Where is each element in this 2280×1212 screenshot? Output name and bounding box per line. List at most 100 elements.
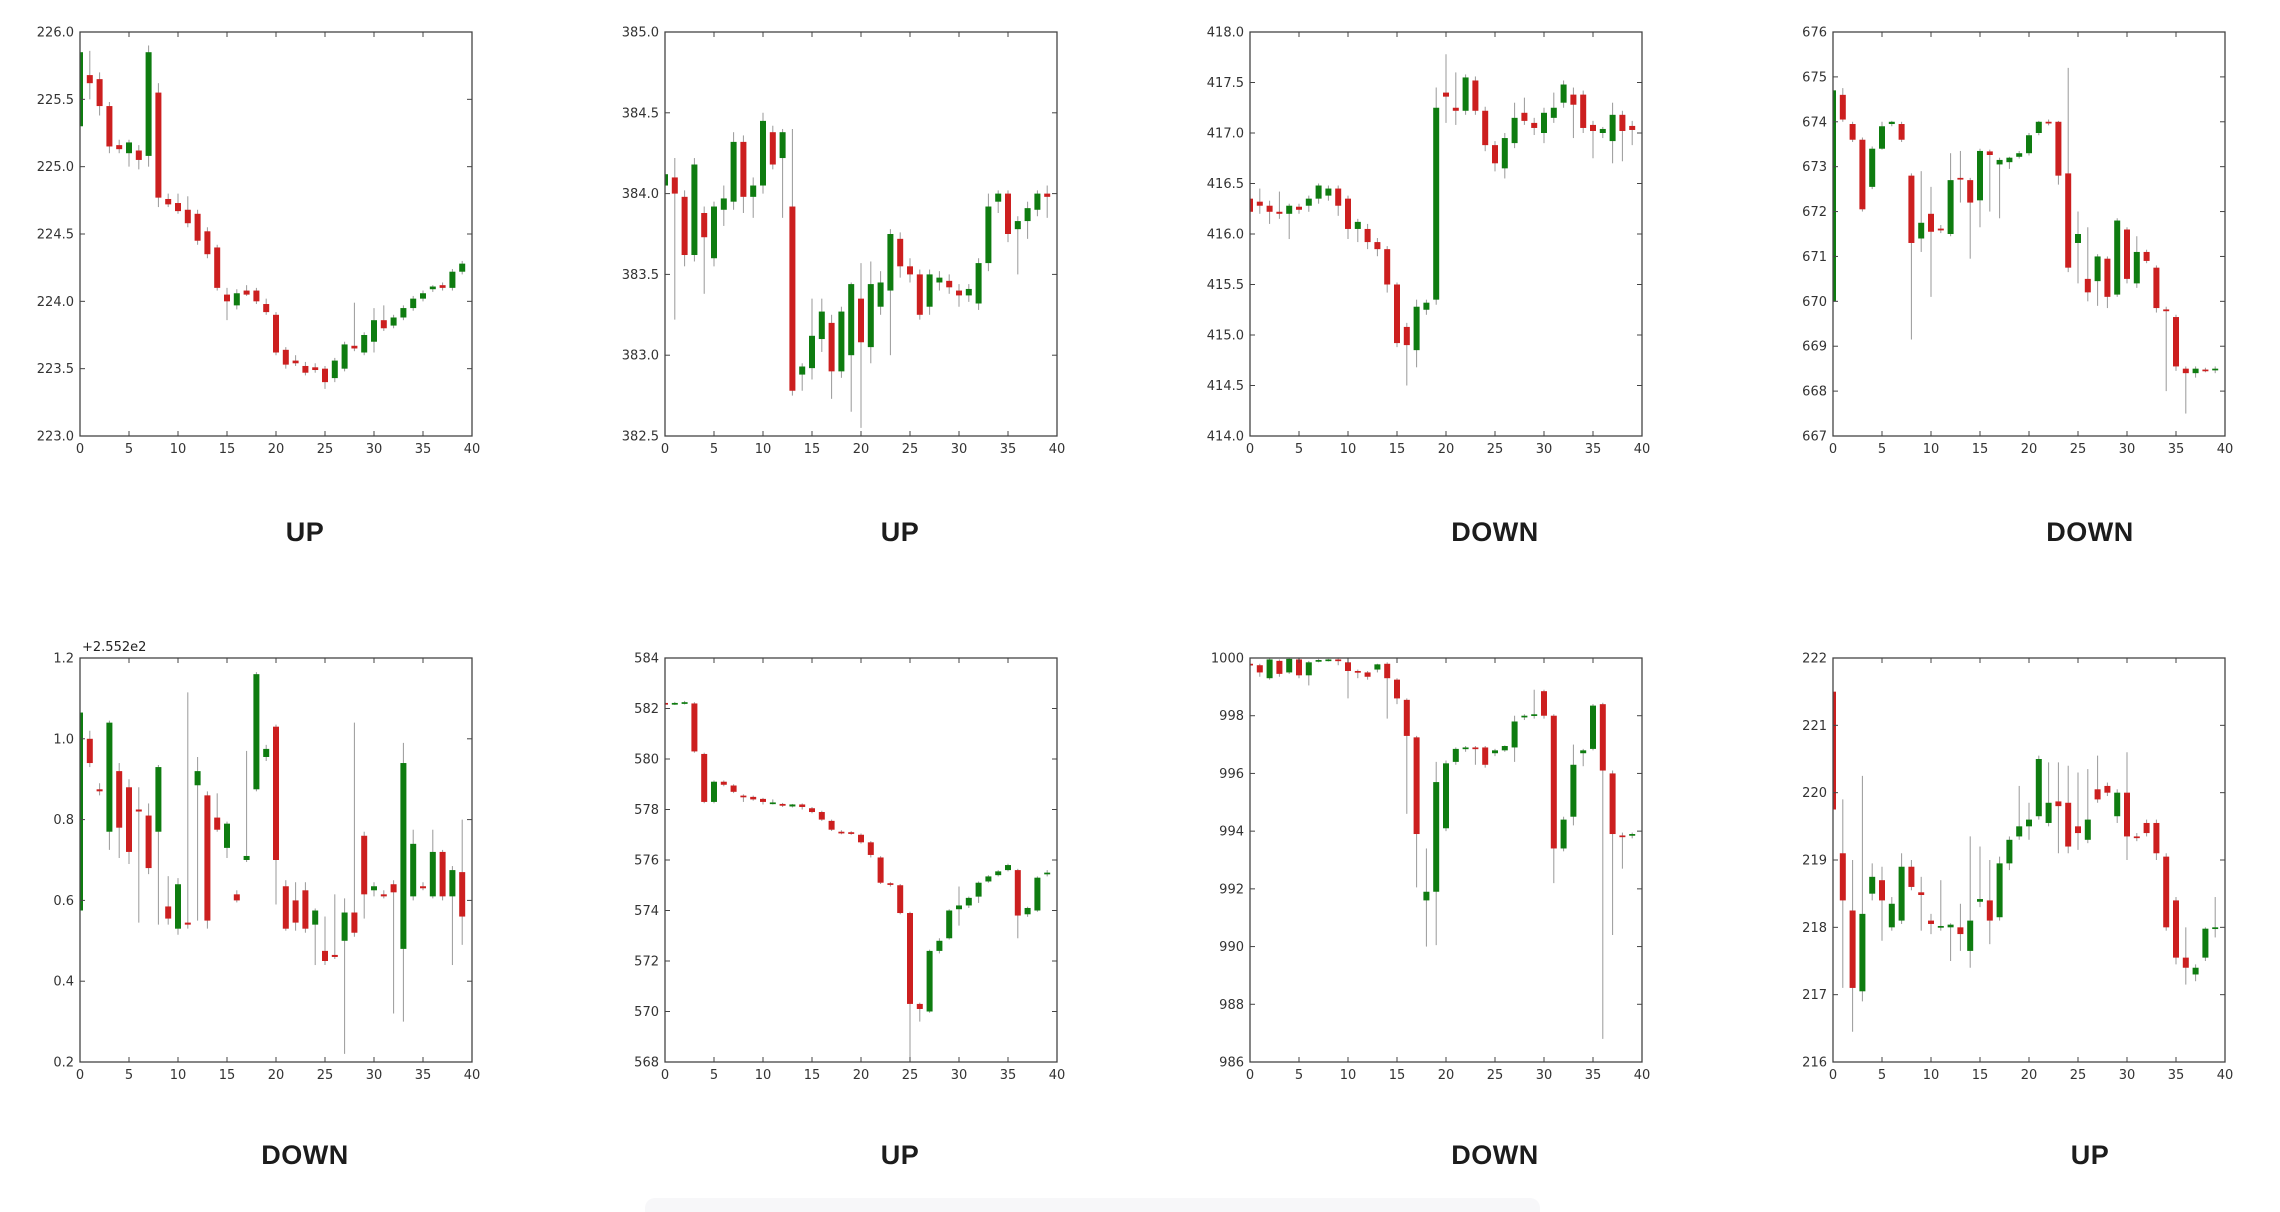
y-tick-label: 383.0	[622, 349, 659, 364]
candle-up	[361, 335, 368, 353]
candle-down	[858, 298, 864, 343]
candle-up	[2045, 802, 2052, 823]
candle-up	[1531, 714, 1538, 716]
x-tick-label: 5	[710, 442, 718, 457]
y-tick-label: 572	[634, 955, 659, 970]
candle-up	[965, 288, 972, 296]
y-tick-label: 222	[1802, 652, 1827, 667]
y-tick-label: 0.2	[53, 1056, 74, 1071]
candle-down	[1345, 198, 1351, 229]
plot-border	[664, 657, 1058, 1063]
candle-down	[1619, 835, 1626, 838]
candle-up	[2212, 927, 2219, 930]
x-tick-label: 40	[1049, 1068, 1066, 1083]
candle-up	[1898, 866, 1905, 921]
candle-down	[165, 198, 172, 205]
candle-up	[1996, 159, 2003, 165]
y-tick-label: 416.0	[1207, 228, 1244, 243]
chart-cell-7: 0 5 10 15 20 25 30 35 40 986 988 990 992 994 996 998 100…	[1172, 634, 1664, 1114]
candle-down	[1374, 242, 1381, 250]
candle-down	[1364, 672, 1371, 677]
candle-down	[1550, 715, 1557, 849]
candle-down	[2143, 822, 2150, 834]
x-tick-label: 35	[1585, 1068, 1602, 1083]
y-tick-label: 225.5	[37, 93, 74, 108]
candlestick-plot-1: 0 5 10 15 20 25 30 35 40 223.0 223.5 224.0 224.5 225.…	[37, 26, 480, 458]
candle-up	[965, 897, 972, 906]
candle-up	[760, 120, 766, 186]
candle-down	[273, 726, 279, 860]
candle-down	[253, 290, 260, 302]
candle-down	[351, 345, 358, 349]
candle-down	[2173, 900, 2179, 958]
x-tick-label: 0	[1246, 1068, 1254, 1083]
candle-down	[907, 266, 913, 275]
candle-down	[887, 883, 894, 885]
candle-up	[371, 886, 377, 891]
candle-up	[995, 193, 1002, 202]
candle-down	[1014, 870, 1021, 916]
candle-down	[1452, 107, 1459, 111]
candle-up	[1888, 121, 1895, 125]
candle-up	[1599, 128, 1606, 133]
x-tick-label: 5	[1878, 442, 1886, 457]
chart-label-5: DOWN	[261, 1140, 349, 1170]
candle-down	[1384, 663, 1391, 679]
candle-down	[184, 209, 191, 224]
candle-up	[1034, 193, 1041, 210]
candle-up	[1977, 899, 1983, 902]
x-tick-label: 15	[1389, 1068, 1406, 1083]
candle-up	[341, 912, 348, 941]
chart-label-7: DOWN	[1451, 1140, 1539, 1170]
candle-up	[410, 843, 417, 897]
candle-up	[2075, 234, 2081, 243]
x-tick-label: 0	[661, 1068, 669, 1083]
chart-cell-4: 0 5 10 15 20 25 30 35 40 667 668 669 670 671 672 673 674…	[1755, 8, 2247, 488]
candle-down	[96, 789, 103, 792]
candle-down	[1256, 665, 1263, 673]
candle-down	[126, 787, 132, 852]
candle-down	[1908, 866, 1915, 887]
candle-up	[243, 855, 250, 860]
candle-down	[2163, 309, 2170, 312]
candle-down	[420, 886, 426, 889]
x-tick-label: 15	[219, 442, 236, 457]
candle-down	[322, 368, 328, 383]
candle-up	[665, 174, 668, 186]
candle-down	[1570, 94, 1577, 105]
candle-down	[818, 812, 825, 820]
candle-down	[361, 835, 368, 895]
candle-up	[1511, 117, 1518, 144]
x-tick-label: 15	[804, 442, 821, 457]
candle-down	[380, 320, 387, 329]
candle-up	[926, 274, 933, 307]
candle-up	[400, 763, 407, 949]
candle-down	[1335, 659, 1342, 662]
x-tick-label: 20	[1438, 442, 1455, 457]
candle-up	[331, 360, 338, 379]
x-tick-label: 20	[268, 1068, 285, 1083]
candle-up	[400, 308, 407, 318]
candle-up	[2006, 157, 2013, 163]
candle-up	[985, 876, 992, 882]
candle-up	[390, 317, 397, 326]
candle-down	[1492, 145, 1498, 164]
x-tick-label: 25	[902, 1068, 919, 1083]
candle-up	[1511, 721, 1518, 748]
candle-up	[1888, 903, 1895, 928]
candle-up	[2133, 251, 2140, 284]
candle-up	[1315, 660, 1322, 662]
candle-down	[292, 360, 299, 364]
plot-border	[79, 657, 473, 1063]
x-tick-label: 10	[755, 442, 772, 457]
candle-up	[1947, 924, 1954, 928]
chart-cell-3: 0 5 10 15 20 25 30 35 40 414.0 414.5 415.0 415.5 416.…	[1172, 8, 1664, 488]
candle-up	[449, 870, 456, 897]
y-tick-label: 0.8	[53, 813, 74, 828]
candle-up	[975, 263, 982, 304]
candle-down	[916, 1003, 923, 1009]
candle-down	[907, 913, 913, 1004]
candle-down	[224, 294, 230, 302]
candles-group	[1833, 67, 2219, 414]
candle-up	[1977, 150, 1983, 201]
